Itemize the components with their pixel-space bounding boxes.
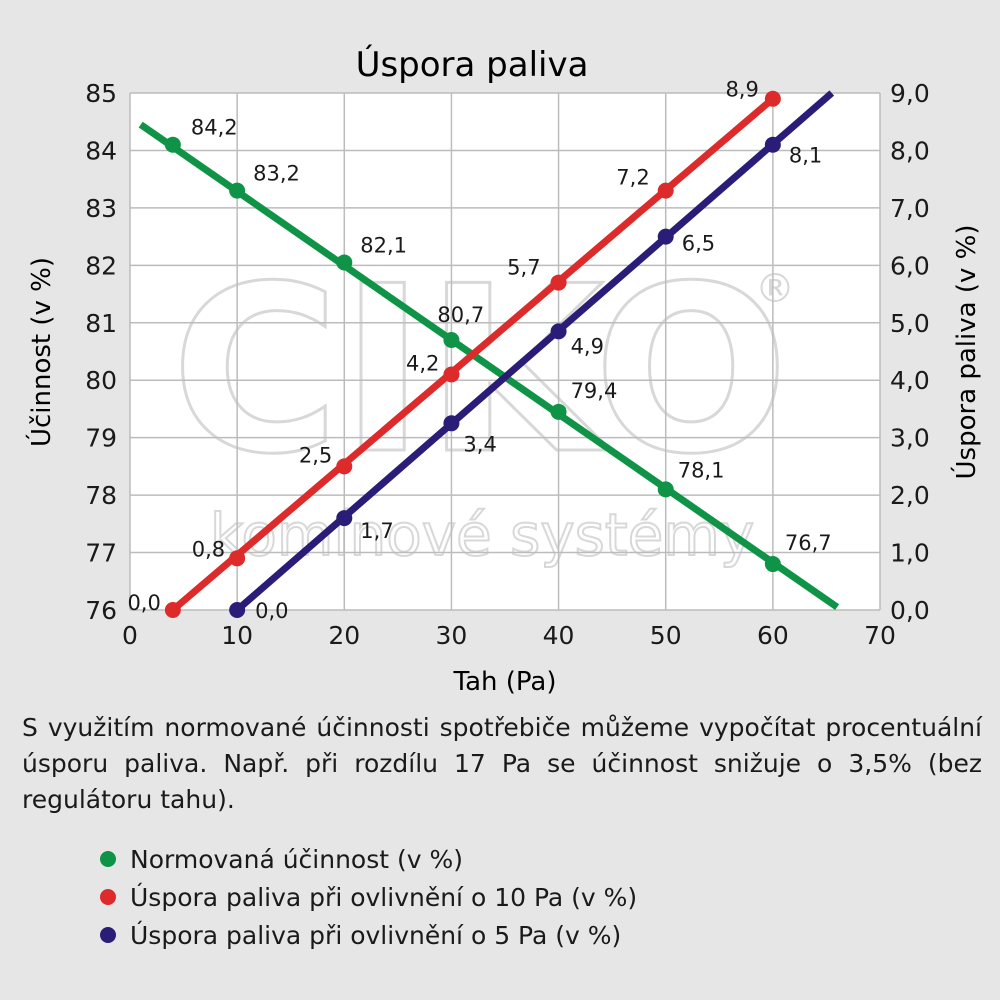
data-label-normovana-ucinnost: 78,1 xyxy=(678,458,725,482)
legend: Normovaná účinnost (v %) Úspora paliva p… xyxy=(100,840,637,954)
legend-marker-icon xyxy=(100,927,116,943)
y-left-tick-label: 76 xyxy=(85,596,117,625)
watermark-registered-mark: ® xyxy=(755,266,795,312)
data-point-normovana-ucinnost xyxy=(443,332,460,349)
plot-area xyxy=(130,93,880,610)
axes: 0 10 20 30 40 50 60 70 76 77 78 79 80 81 82 83 84 85 0,0 1,… xyxy=(85,79,930,650)
y-left-tick-label: 78 xyxy=(85,481,117,510)
data-point-uspora-5pa xyxy=(657,228,674,245)
data-label-normovana-ucinnost: 83,2 xyxy=(253,162,300,186)
data-label-normovana-ucinnost: 76,7 xyxy=(785,531,832,555)
data-label-uspora-5pa: 0,0 xyxy=(255,599,288,623)
y-left-tick-label: 77 xyxy=(85,539,117,568)
data-point-uspora-10pa xyxy=(443,366,460,383)
data-label-normovana-ucinnost: 82,1 xyxy=(360,233,407,257)
series-layer: 84,2 83,2 82,1 80,7 79,4 78,1 76,7 0,0 0,8 2,5 4,2… xyxy=(127,78,840,623)
y-left-tick-label: 81 xyxy=(85,309,117,338)
series-line-uspora-5pa xyxy=(234,90,835,613)
y-right-tick-label: 3,0 xyxy=(890,424,930,453)
x-tick-label: 30 xyxy=(436,621,468,650)
y-right-tick-label: 4,0 xyxy=(890,366,930,395)
y-right-tick-label: 7,0 xyxy=(890,194,930,223)
data-point-uspora-5pa xyxy=(550,323,567,340)
grid xyxy=(129,92,881,611)
data-point-normovana-ucinnost xyxy=(229,182,246,199)
data-label-uspora-10pa: 5,7 xyxy=(507,256,540,280)
y-right-tick-label: 1,0 xyxy=(890,539,930,568)
data-point-uspora-5pa xyxy=(443,415,460,432)
data-point-normovana-ucinnost xyxy=(657,481,674,498)
legend-label: Úspora paliva při ovlivnění o 10 Pa (v %… xyxy=(130,882,638,912)
data-label-uspora-5pa: 6,5 xyxy=(682,232,715,256)
y-right-tick-label: 0,0 xyxy=(890,596,930,625)
data-point-normovana-ucinnost xyxy=(550,403,567,420)
data-point-uspora-10pa xyxy=(336,458,353,475)
data-label-normovana-ucinnost: 84,2 xyxy=(191,116,238,140)
data-label-uspora-5pa: 3,4 xyxy=(463,432,496,456)
y-right-tick-label: 8,0 xyxy=(890,136,930,165)
legend-item-red: Úspora paliva při ovlivnění o 10 Pa (v %… xyxy=(100,878,637,916)
data-point-uspora-10pa xyxy=(657,182,674,199)
y-left-tick-label: 79 xyxy=(85,424,117,453)
y-right-tick-label: 2,0 xyxy=(890,481,930,510)
data-label-uspora-5pa: 4,9 xyxy=(571,334,604,358)
y-right-tick-label: 5,0 xyxy=(890,309,930,338)
data-point-uspora-5pa xyxy=(336,510,353,527)
y-left-tick-label: 80 xyxy=(85,366,117,395)
data-point-uspora-10pa xyxy=(764,90,781,107)
y-right-tick-label: 6,0 xyxy=(890,251,930,280)
x-tick-label: 50 xyxy=(650,621,682,650)
data-point-uspora-5pa xyxy=(764,136,781,153)
y-right-tick-label: 9,0 xyxy=(890,79,930,108)
y-axis-right-label: Úspora paliva (v %) xyxy=(950,225,982,480)
x-tick-label: 0 xyxy=(122,621,138,650)
series-line-uspora-10pa xyxy=(170,96,776,613)
y-left-tick-label: 82 xyxy=(85,251,117,280)
data-label-uspora-10pa: 0,0 xyxy=(127,591,160,615)
y-axis-left-label: Účinnost (v %) xyxy=(25,257,57,447)
data-point-normovana-ucinnost xyxy=(164,136,181,153)
data-label-uspora-10pa: 7,2 xyxy=(616,166,649,190)
x-tick-label: 60 xyxy=(757,621,789,650)
data-label-uspora-10pa: 4,2 xyxy=(406,351,439,375)
x-tick-label: 70 xyxy=(864,621,896,650)
data-point-uspora-10pa xyxy=(164,602,181,618)
legend-marker-icon xyxy=(100,851,116,867)
x-tick-label: 40 xyxy=(543,621,575,650)
data-point-uspora-10pa xyxy=(550,274,567,291)
data-label-normovana-ucinnost: 80,7 xyxy=(437,303,484,327)
data-label-uspora-10pa: 0,8 xyxy=(192,537,225,561)
data-label-normovana-ucinnost: 79,4 xyxy=(571,379,618,403)
x-tick-label: 20 xyxy=(328,621,360,650)
legend-marker-icon xyxy=(100,889,116,905)
data-point-normovana-ucinnost xyxy=(336,254,353,271)
chart-title: Úspora paliva xyxy=(356,44,589,85)
data-label-uspora-5pa: 1,7 xyxy=(360,519,393,543)
data-point-uspora-10pa xyxy=(229,550,246,567)
legend-item-blue: Úspora paliva při ovlivnění o 5 Pa (v %) xyxy=(100,916,637,954)
data-label-uspora-5pa: 8,1 xyxy=(789,144,822,168)
x-axis-label: Tah (Pa) xyxy=(453,667,557,697)
description-text: S využitím normované účinnosti spotřebič… xyxy=(22,713,982,814)
series-line-normovana-ucinnost xyxy=(138,121,840,611)
y-left-tick-label: 85 xyxy=(85,79,117,108)
y-left-tick-label: 83 xyxy=(85,194,117,223)
y-left-tick-label: 84 xyxy=(85,136,117,165)
data-label-uspora-10pa: 8,9 xyxy=(725,78,758,102)
data-point-uspora-5pa xyxy=(229,602,246,618)
legend-item-green: Normovaná účinnost (v %) xyxy=(100,840,637,878)
legend-label: Normovaná účinnost (v %) xyxy=(130,844,464,874)
legend-label: Úspora paliva při ovlivnění o 5 Pa (v %) xyxy=(130,920,622,950)
watermark-logo-text: CIKO xyxy=(171,238,789,505)
x-tick-label: 10 xyxy=(221,621,253,650)
data-label-uspora-10pa: 2,5 xyxy=(299,443,332,467)
data-point-normovana-ucinnost xyxy=(764,556,781,573)
